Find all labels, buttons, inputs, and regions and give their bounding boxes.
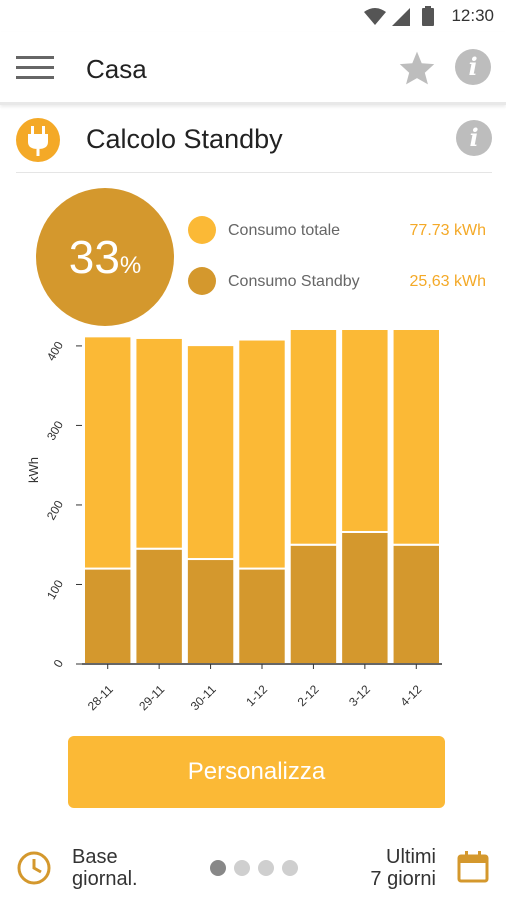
info-icon[interactable]: i	[455, 49, 491, 85]
page-dot	[258, 860, 274, 876]
consumption-chart: 0 100 200 300 400 kWh 28-11 29-11 30-11 1-12 2-12 3…	[26, 330, 442, 713]
x-tick-label: 3-12	[346, 682, 373, 709]
section-title: Calcolo Standby	[86, 124, 283, 154]
period-label[interactable]: Ultimi 7 giorni	[340, 846, 436, 890]
star-icon[interactable]	[398, 50, 436, 86]
period-line2: 7 giorni	[370, 868, 436, 890]
bar-rest-3-12	[340, 330, 390, 533]
bar-rest-30-11	[185, 344, 236, 561]
section-info-icon[interactable]: i	[456, 120, 492, 156]
x-tick-label: 28-11	[85, 682, 116, 713]
standby-percentage-circle: 33%	[36, 188, 174, 326]
y-axis-label: kWh	[26, 457, 41, 483]
y-tick-label: 200	[44, 498, 66, 523]
y-tick-label: 100	[44, 577, 66, 602]
hamburger-menu-icon[interactable]	[16, 56, 54, 80]
legend-label-total: Consumo totale	[228, 222, 341, 239]
bar-rest-4-12	[391, 330, 442, 546]
bar-rest-1-12	[237, 338, 287, 570]
calendar-icon[interactable]	[456, 850, 490, 884]
page-indicator	[210, 860, 306, 881]
section-header: Calcolo Standby i	[16, 108, 492, 173]
percent-sign: %	[119, 252, 142, 279]
y-tick-label: 300	[44, 418, 66, 443]
x-tick-label: 30-11	[188, 682, 219, 713]
bar-standby-1-12	[237, 567, 287, 665]
bar-rest-29-11	[134, 336, 184, 550]
page-dot	[282, 860, 298, 876]
legend-value-standby: 25,63 kWh	[409, 273, 486, 290]
x-tick-label: 1-12	[243, 682, 270, 709]
app-bar: Casa i	[0, 32, 506, 105]
clock-icon[interactable]	[16, 850, 52, 886]
bar-rest-2-12	[288, 330, 339, 546]
page-dot	[210, 860, 226, 876]
daily-base-label[interactable]: Base giornal.	[72, 846, 138, 890]
y-tick-label: 400	[44, 339, 66, 364]
legend-value-total: 77.73 kWh	[409, 222, 486, 239]
wifi-icon	[364, 8, 386, 25]
status-time: 12:30	[451, 6, 494, 25]
x-tick-label: 29-11	[136, 682, 167, 713]
status-bar: 12:30	[0, 0, 506, 32]
bar-standby-2-12	[288, 543, 339, 665]
bar-standby-29-11	[134, 547, 184, 665]
legend-label-standby: Consumo Standby	[228, 273, 360, 290]
signal-icon	[392, 8, 410, 26]
bar-standby-30-11	[185, 558, 236, 665]
app-title: Casa	[86, 54, 147, 84]
legend-dot-standby	[188, 267, 216, 295]
page-dot	[234, 860, 250, 876]
daily-base-line1: Base	[72, 846, 118, 868]
bar-standby-28-11	[83, 567, 133, 665]
personalizza-button[interactable]: Personalizza	[68, 736, 445, 808]
period-line1: Ultimi	[386, 846, 436, 868]
x-tick-label: 2-12	[295, 682, 322, 709]
legend-dot-total	[188, 216, 216, 244]
battery-icon	[422, 6, 434, 26]
plug-icon	[16, 118, 60, 162]
bar-standby-3-12	[340, 530, 390, 665]
bar-rest-28-11	[83, 335, 133, 570]
standby-percentage: 33	[68, 231, 120, 283]
x-tick-label: 4-12	[398, 682, 425, 709]
daily-base-line2: giornal.	[72, 868, 138, 890]
bar-standby-4-12	[391, 543, 442, 665]
y-tick-label: 0	[51, 657, 67, 670]
